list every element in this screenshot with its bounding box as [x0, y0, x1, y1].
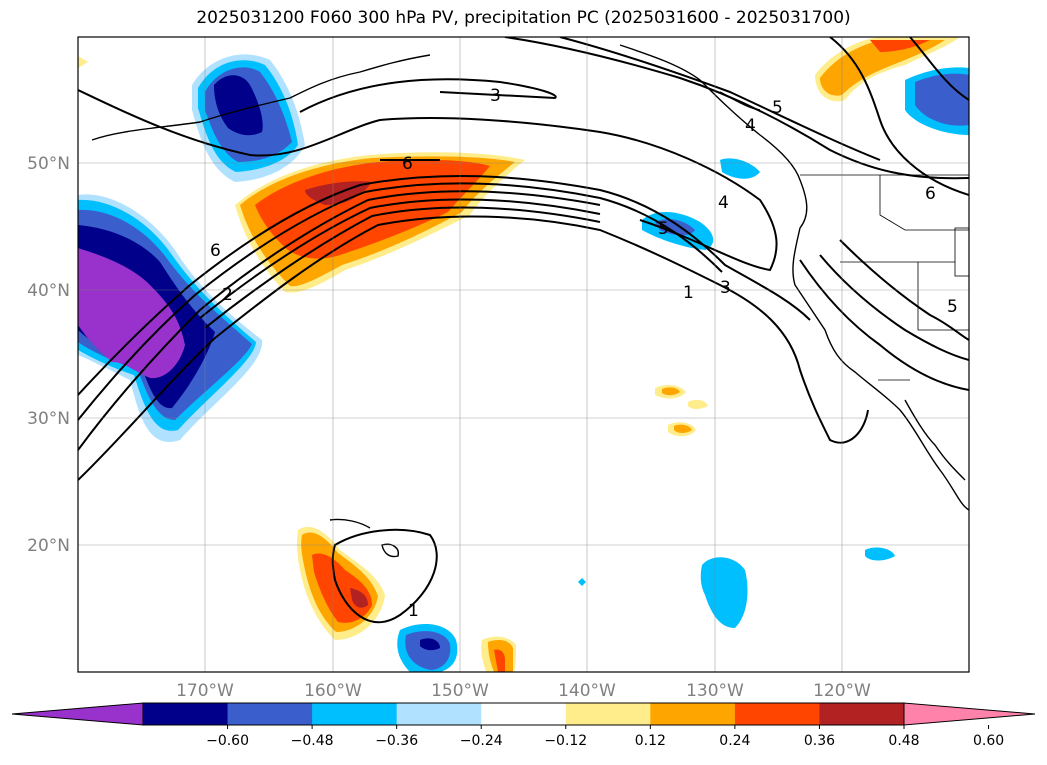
- colorbar-tick-label: −0.60: [206, 733, 249, 749]
- lon-label: 170°W: [176, 681, 234, 701]
- colorbar-cell: [396, 703, 482, 725]
- colorbar-cell: [650, 703, 736, 725]
- contour-label: 5: [658, 219, 669, 239]
- colorbar-tick-label: 0.48: [888, 733, 919, 749]
- lat-labels: 20°N 30°N 40°N 50°N: [27, 154, 70, 556]
- contour-label: 5: [772, 98, 783, 118]
- contour-label: 1: [683, 283, 694, 303]
- contour-labels: 3 6 5 4 6 4 5 6 2 1 3 5 1: [210, 86, 958, 621]
- pv-contours: [78, 37, 969, 624]
- contour-label: 6: [210, 241, 221, 261]
- contour-label: 3: [490, 86, 501, 106]
- lon-label: 160°W: [304, 681, 362, 701]
- lat-label: 40°N: [27, 281, 70, 301]
- colorbar-cell: [143, 703, 229, 725]
- contour-label: 1: [408, 601, 419, 621]
- contour-label: 6: [925, 184, 936, 204]
- map-title: 2025031200 F060 300 hPa PV, precipitatio…: [196, 8, 851, 28]
- neg-anomaly-small: [397, 158, 895, 672]
- neg-anomaly-north: [192, 54, 305, 182]
- colorbar-tick-label: 0.60: [973, 733, 1004, 749]
- colorbar: −0.60 −0.48 −0.36 −0.24 −0.12 0.12 0.24 0.36 0.4…: [11, 702, 1036, 749]
- colorbar-tick-label: −0.12: [544, 733, 587, 749]
- lat-label: 20°N: [27, 536, 70, 556]
- contour-label: 3: [720, 278, 731, 298]
- lon-label: 150°W: [431, 681, 489, 701]
- colorbar-cell: [819, 703, 905, 725]
- lat-label: 50°N: [27, 154, 70, 174]
- colorbar-tick-label: −0.48: [291, 733, 334, 749]
- contour-label: 2: [222, 285, 233, 305]
- colorbar-tick-label: −0.24: [460, 733, 503, 749]
- colorbar-cell: [734, 703, 820, 725]
- colorbar-extend-low: [11, 702, 144, 726]
- graticule: [78, 37, 969, 672]
- lon-label: 130°W: [686, 681, 744, 701]
- contour-label: 4: [718, 193, 729, 213]
- colorbar-tick-label: 0.12: [635, 733, 666, 749]
- contour-label: 6: [402, 154, 413, 174]
- colorbar-cell: [312, 703, 398, 725]
- neg-anomaly-ne: [905, 67, 969, 135]
- map-frame: [77, 36, 970, 673]
- coastlines: [91, 44, 969, 558]
- pos-anomaly-south: [78, 56, 708, 672]
- borders: [800, 174, 969, 381]
- colorbar-cell: [565, 703, 651, 725]
- colorbar-cell: [481, 703, 567, 725]
- contour-label: 5: [947, 297, 958, 317]
- lon-label: 140°W: [558, 681, 616, 701]
- colorbar-cell: [227, 703, 313, 725]
- contour-label: 4: [745, 116, 756, 136]
- lon-labels: 170°W 160°W 150°W 140°W 130°W 120°W: [176, 681, 871, 701]
- colorbar-tick-label: −0.36: [375, 733, 418, 749]
- colorbar-extend-high: [903, 702, 1036, 726]
- colorbar-tick-label: 0.36: [804, 733, 835, 749]
- lon-label: 120°W: [813, 681, 871, 701]
- lat-label: 30°N: [27, 409, 70, 429]
- colorbar-tick-label: 0.24: [719, 733, 750, 749]
